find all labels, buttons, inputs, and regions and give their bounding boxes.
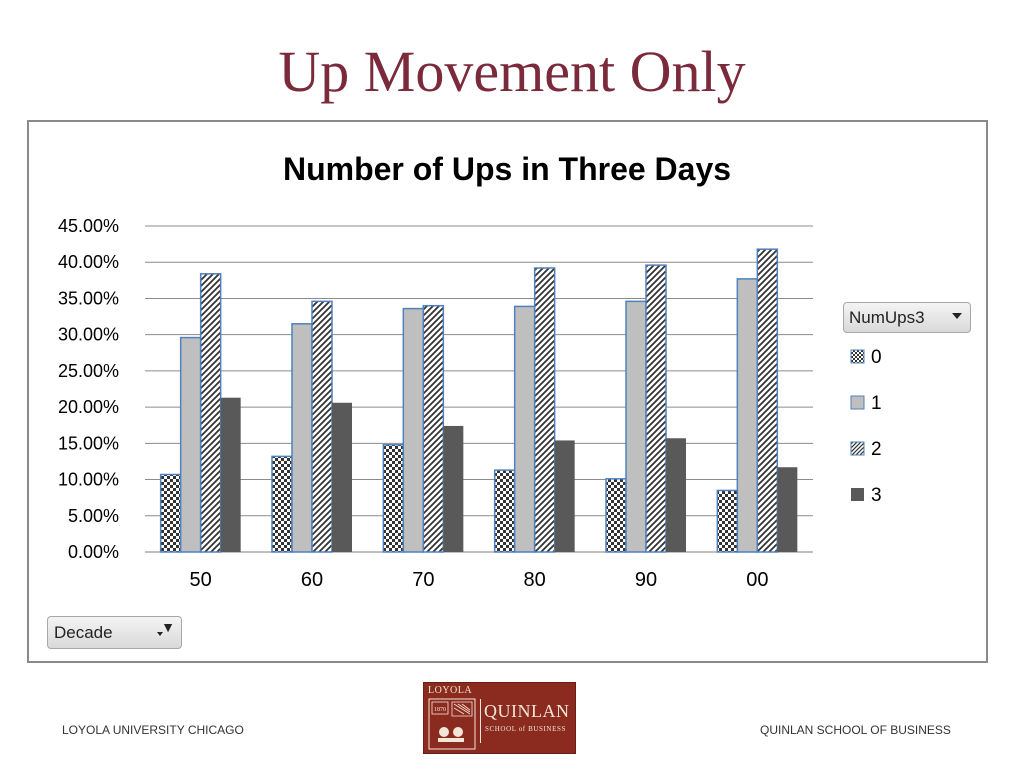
numups3-field-button[interactable]: NumUps3: [843, 302, 971, 333]
logo-subtitle: SCHOOL of BUSINESS: [485, 725, 566, 733]
x-tick-label: 90: [635, 569, 657, 591]
chart-frame: Number of Ups in Three Days 0.00% 5.00% 10…: [27, 120, 988, 663]
bar-series-1-80: [513, 305, 536, 553]
bar-series-3-60: [332, 402, 352, 552]
slide-title: Up Movement Only: [278, 39, 746, 104]
y-tick-label: 20.00%: [58, 397, 119, 417]
bar-series-3-70: [443, 425, 464, 552]
bar-series-3-50: [220, 397, 241, 552]
bar-series-3-80: [554, 440, 575, 552]
bar-chart: Number of Ups in Three Days 0.00%5.00%10…: [58, 151, 882, 591]
legend-swatch: [850, 395, 865, 410]
y-axis-ticks: 0.00% 5.00% 10.00% 15.00% 20.00% 25.00% 30.00%…: [58, 216, 119, 562]
x-tick-label: 00: [746, 569, 768, 591]
y-tick-label: 15.00%: [58, 433, 119, 453]
bar-series-2-60: [311, 300, 333, 553]
footer-university: LOYOLA UNIVERSITY CHICAGO: [62, 723, 244, 737]
bar-series-1-60: [291, 323, 313, 553]
bar-series-1-00: [736, 278, 759, 553]
legend-swatch: [850, 441, 865, 456]
filter-funnel-icon[interactable]: ▼: [161, 619, 175, 635]
bar-series-0-60: [271, 455, 293, 553]
bar-series-0-50: [159, 473, 182, 553]
bar-series-2-00: [756, 248, 779, 553]
legend-entry: 3: [871, 485, 882, 506]
legend-entry: 2: [871, 439, 882, 460]
legend: 0 1 2 3: [850, 347, 882, 506]
y-tick-label: 35.00%: [58, 288, 119, 308]
bar-series-3-90: [666, 438, 686, 552]
y-tick-label: 40.00%: [58, 252, 119, 272]
bar-series-1-50: [179, 336, 202, 553]
seal-icon: 1870: [428, 698, 476, 750]
logo-divider: [480, 699, 481, 743]
bar-series-0-80: [493, 469, 516, 553]
bar-series-2-50: [199, 273, 222, 553]
y-tick-label: 45.00%: [58, 216, 119, 236]
y-tick-label: 10.00%: [58, 470, 119, 490]
bar-series-2-80: [533, 267, 556, 553]
y-tick-label: 5.00%: [68, 506, 119, 526]
chart-title: Number of Ups in Three Days: [283, 151, 731, 187]
x-tick-label: 60: [301, 569, 323, 591]
y-tick-label: 25.00%: [58, 361, 119, 381]
footer-school: QUINLAN SCHOOL OF BUSINESS: [760, 723, 951, 737]
x-tick-label: 70: [412, 569, 434, 591]
x-axis-ticks: 50 60 70 80 90 00: [190, 569, 769, 591]
decade-label: Decade: [54, 622, 113, 642]
x-tick-label: 80: [524, 569, 546, 591]
bar-series-1-70: [402, 307, 425, 553]
bar-series-2-70: [422, 304, 445, 553]
bar-series-0-90: [605, 478, 627, 553]
seal-year: 1870: [434, 707, 446, 713]
bar-series-3-00: [777, 467, 798, 552]
gridlines: [145, 225, 813, 553]
y-tick-label: 0.00%: [68, 542, 119, 562]
chevron-down-icon[interactable]: [157, 632, 163, 636]
quinlan-logo: LOYOLA 1870 QUINLAN SCHOOL of BUSINESS: [423, 682, 576, 754]
legend-entry: 1: [871, 393, 882, 414]
numups3-label: NumUps3: [849, 307, 925, 327]
decade-filter-button[interactable]: Decade ▼: [47, 616, 182, 649]
bars: [159, 248, 798, 553]
logo-name: QUINLAN: [484, 701, 570, 721]
x-tick-label: 50: [190, 569, 212, 591]
bar-series-0-00: [716, 489, 739, 553]
logo-top-text: LOYOLA: [428, 685, 473, 696]
legend-swatch: [851, 488, 864, 501]
chevron-down-icon[interactable]: [952, 313, 962, 319]
bar-series-2-90: [645, 264, 667, 553]
y-tick-label: 30.00%: [58, 325, 119, 345]
legend-swatch: [850, 349, 865, 364]
bar-series-1-90: [625, 300, 647, 553]
legend-entry: 0: [871, 347, 882, 368]
bar-series-0-70: [382, 444, 405, 553]
